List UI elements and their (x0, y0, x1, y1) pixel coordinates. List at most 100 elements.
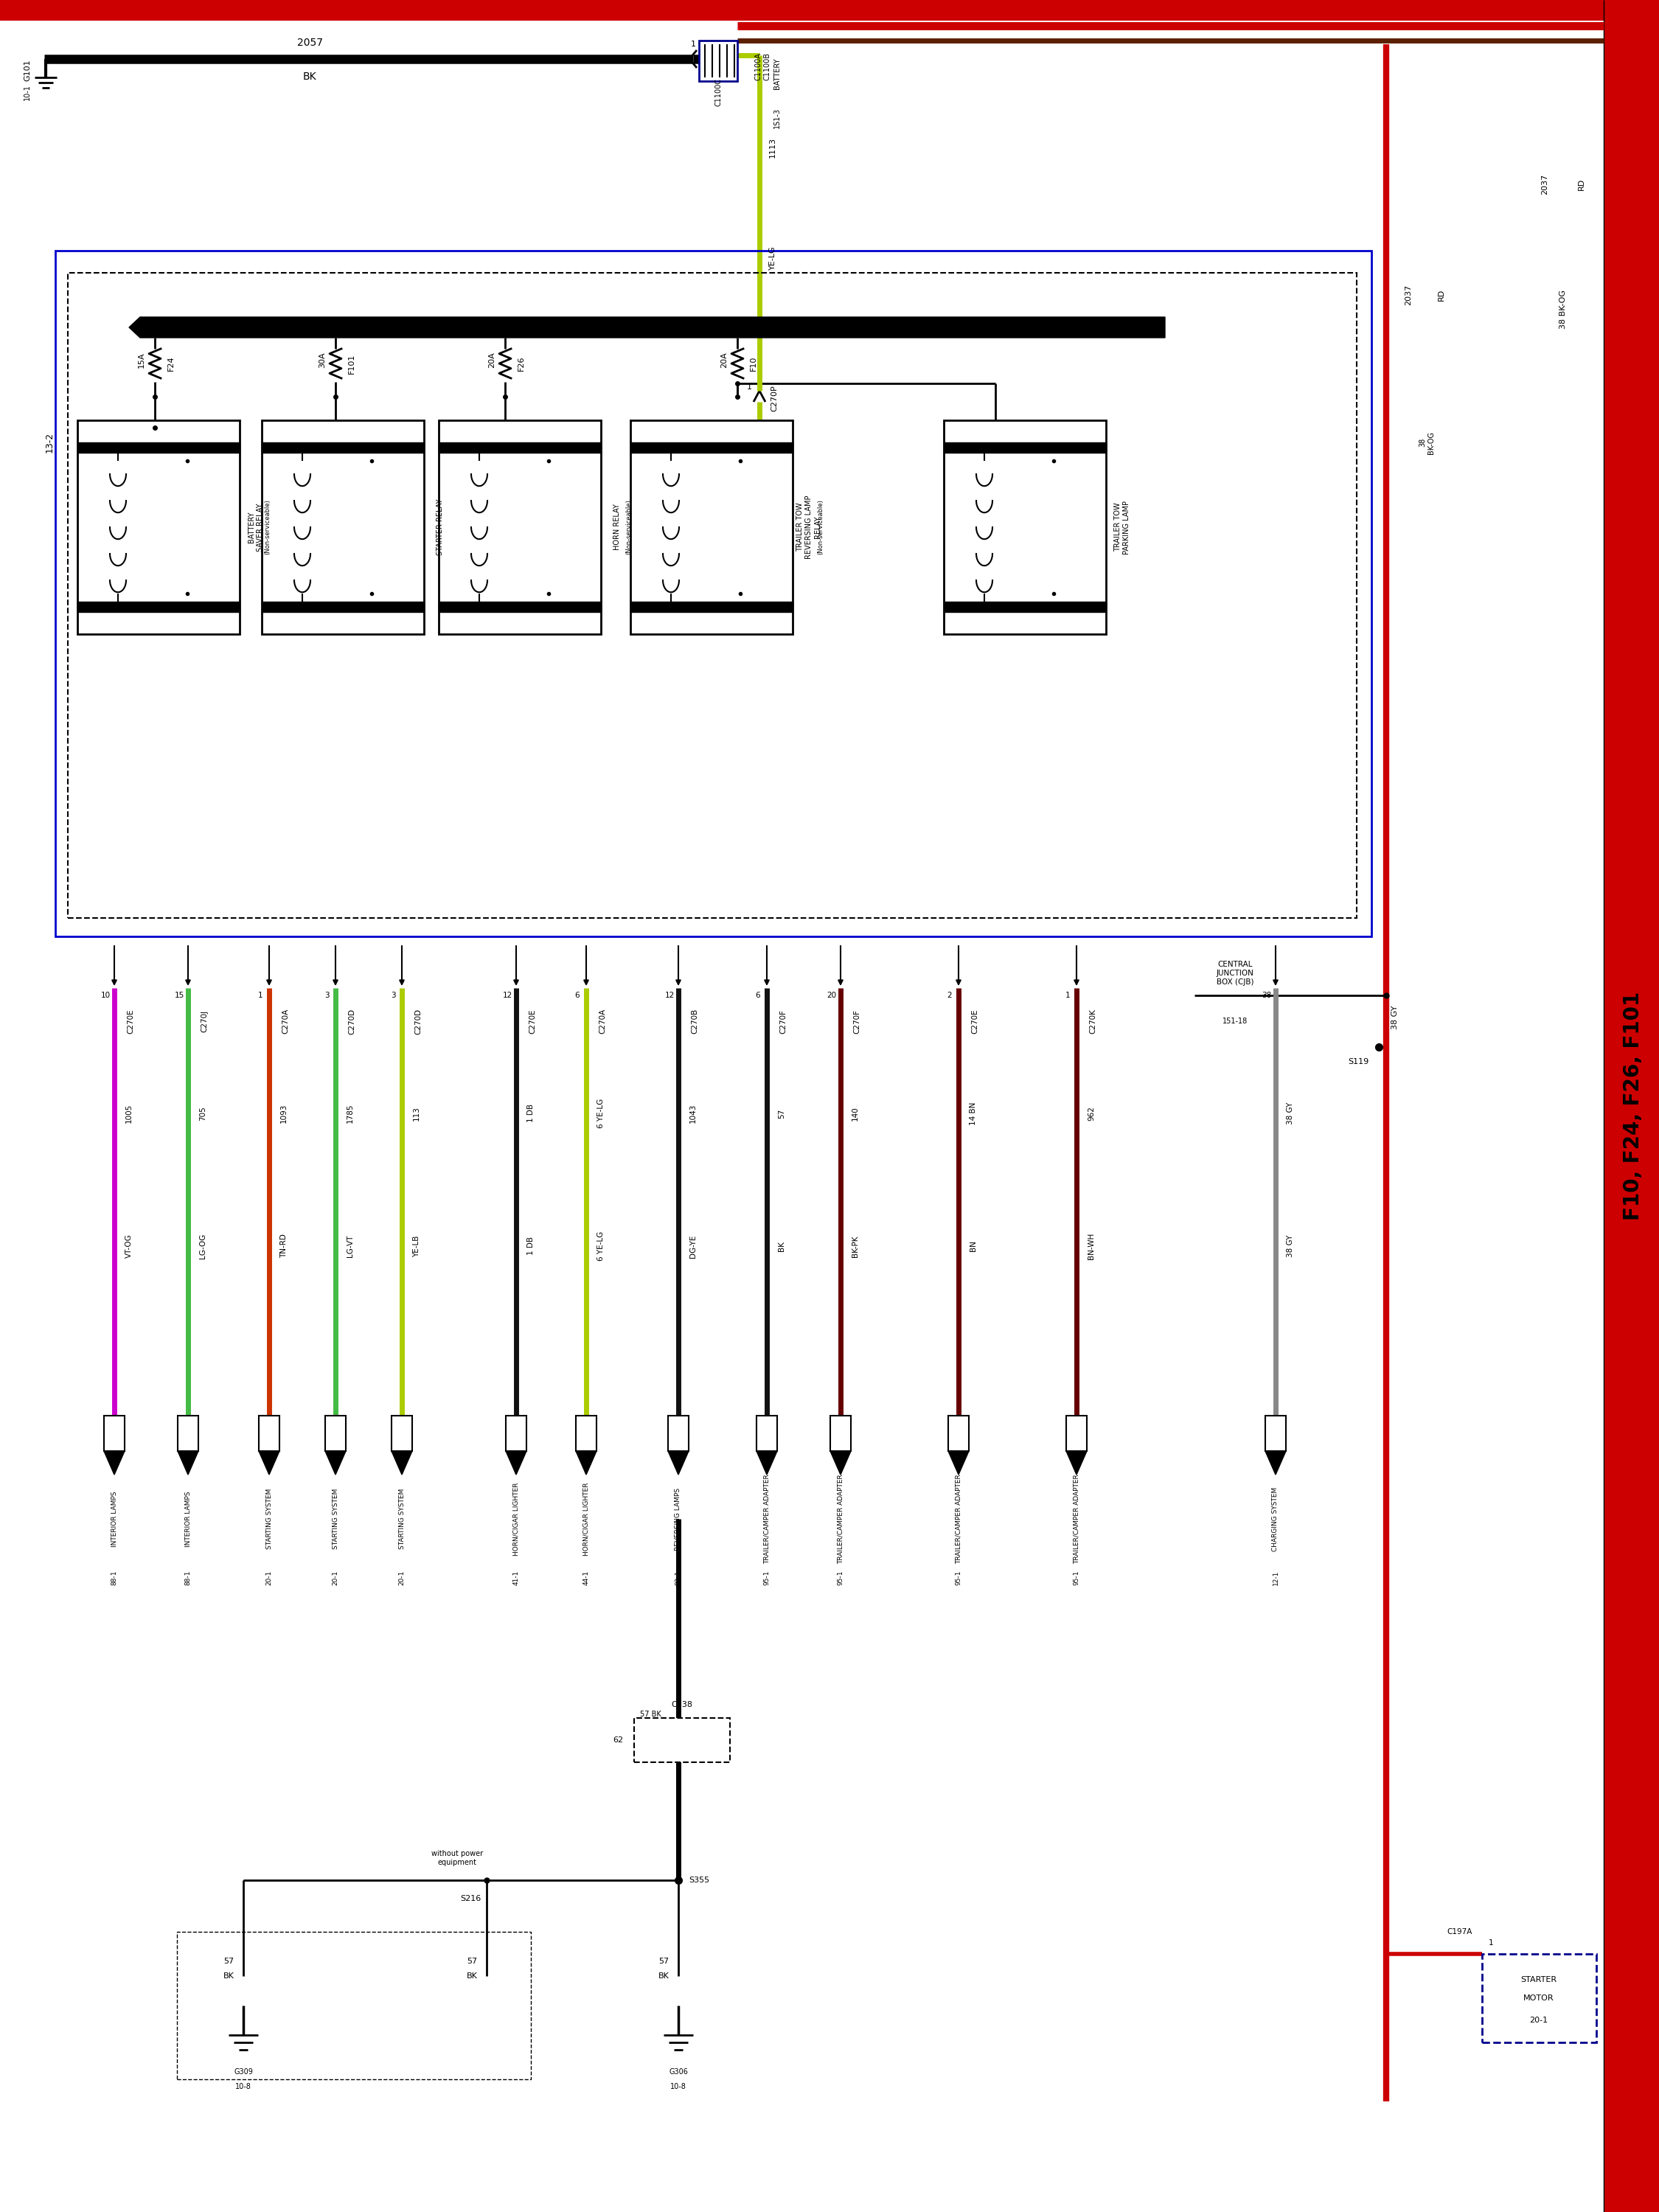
Text: 705: 705 (199, 1106, 206, 1121)
Bar (55, 250, 1372, 936)
Text: 1: 1 (690, 40, 695, 49)
Text: F10, F24, F26, F101: F10, F24, F26, F101 (1623, 991, 1644, 1221)
Polygon shape (630, 602, 793, 613)
Text: 20-1: 20-1 (332, 1571, 338, 1586)
Text: 20: 20 (826, 991, 836, 1000)
Polygon shape (830, 1451, 851, 1475)
Text: MOTOR: MOTOR (1523, 1995, 1554, 2002)
Text: C270D: C270D (348, 1009, 355, 1035)
Text: STARTER: STARTER (1521, 1975, 1556, 1984)
Text: 1785: 1785 (347, 1104, 353, 1124)
Text: C270J: C270J (201, 1011, 207, 1033)
Bar (1067, 1416, 1087, 1451)
Text: 1 DB: 1 DB (528, 1104, 534, 1124)
Text: 2: 2 (947, 991, 952, 1000)
Text: HORN RELAY: HORN RELAY (614, 504, 620, 551)
Text: 57: 57 (466, 1958, 478, 1964)
Text: INTERIOR LAMPS: INTERIOR LAMPS (111, 1491, 118, 1546)
Text: TRAILER TOW
PARKING LAMP: TRAILER TOW PARKING LAMP (1115, 500, 1130, 555)
Text: 3: 3 (324, 991, 328, 1000)
Text: 95-1: 95-1 (763, 1571, 770, 1586)
Text: TRAILER/CAMPER ADAPTER: TRAILER/CAMPER ADAPTER (763, 1473, 770, 1564)
Text: C1100C: C1100C (715, 77, 722, 106)
Text: 1005: 1005 (126, 1104, 133, 1124)
Bar (68, 272, 1357, 918)
Text: VT-OG: VT-OG (126, 1234, 133, 1259)
Text: STARTER RELAY: STARTER RELAY (436, 500, 445, 555)
Text: 2: 2 (982, 442, 987, 449)
Text: 30A: 30A (319, 352, 325, 367)
Text: 6 YE-LG: 6 YE-LG (597, 1232, 604, 1261)
Polygon shape (178, 1451, 199, 1475)
Polygon shape (129, 316, 1165, 338)
Text: 95-1: 95-1 (1073, 1571, 1080, 1586)
Text: TRAILER/CAMPER ADAPTER: TRAILER/CAMPER ADAPTER (956, 1473, 962, 1564)
Text: 2057: 2057 (297, 38, 322, 49)
Bar (506, 1416, 526, 1451)
Text: C270F: C270F (780, 1009, 786, 1033)
Text: 2: 2 (669, 442, 674, 449)
Text: 88-1: 88-1 (111, 1571, 118, 1586)
Text: C270F: C270F (853, 1009, 861, 1033)
Polygon shape (105, 1451, 124, 1475)
Text: 1: 1 (747, 383, 752, 392)
Text: 6: 6 (755, 991, 760, 1000)
Text: 10: 10 (101, 991, 109, 1000)
Text: 5: 5 (1052, 604, 1057, 613)
Text: S355: S355 (688, 1876, 710, 1885)
Text: TN-RD: TN-RD (280, 1234, 287, 1259)
Text: BK: BK (304, 71, 317, 82)
Text: C1100A: C1100A (755, 53, 761, 80)
Text: 1 DB: 1 DB (528, 1237, 534, 1256)
Polygon shape (506, 1451, 526, 1475)
Text: 85: 85 (113, 604, 123, 613)
Text: 85: 85 (474, 604, 484, 613)
Text: 3: 3 (1052, 442, 1055, 449)
Text: REVERSING LAMPS: REVERSING LAMPS (675, 1486, 682, 1551)
Text: 15: 15 (174, 991, 184, 1000)
Text: G309: G309 (234, 2068, 252, 2075)
Text: STARTING SYSTEM: STARTING SYSTEM (332, 1489, 338, 1548)
Text: C270E: C270E (971, 1009, 979, 1033)
Text: (Non-serviceable): (Non-serviceable) (818, 500, 825, 555)
Polygon shape (78, 602, 239, 613)
Polygon shape (325, 1451, 345, 1475)
Text: S216: S216 (460, 1896, 481, 1902)
Text: C270B: C270B (690, 1009, 698, 1033)
Bar (392, 1416, 411, 1451)
Text: G306: G306 (669, 2068, 688, 2075)
Text: 3: 3 (390, 991, 395, 1000)
Text: HORN/CIGAR LIGHTER: HORN/CIGAR LIGHTER (513, 1482, 519, 1555)
Text: C1100B: C1100B (763, 53, 771, 80)
Text: 57: 57 (659, 1958, 669, 1964)
Text: TRAILER/CAMPER ADAPTER: TRAILER/CAMPER ADAPTER (838, 1473, 844, 1564)
Text: 57 BK: 57 BK (640, 1710, 660, 1719)
Text: 20A: 20A (720, 352, 728, 367)
Bar (178, 1416, 199, 1451)
Text: TRAILER TOW
REVERSING LAMP
RELAY: TRAILER TOW REVERSING LAMP RELAY (796, 495, 821, 560)
Bar (105, 1416, 124, 1451)
Text: 57: 57 (778, 1108, 785, 1119)
Text: 41-1: 41-1 (513, 1571, 519, 1586)
Text: 87: 87 (544, 604, 552, 613)
Text: 10-8: 10-8 (670, 2084, 687, 2090)
Bar (669, 1416, 688, 1451)
Text: 140: 140 (851, 1106, 859, 1121)
Text: 44-1: 44-1 (582, 1571, 589, 1586)
Text: 38 GY: 38 GY (1287, 1102, 1294, 1124)
Text: 1: 1 (257, 991, 262, 1000)
Text: 20-1: 20-1 (1530, 2017, 1548, 2024)
Text: 95-1: 95-1 (838, 1571, 844, 1586)
Text: 2037: 2037 (1405, 285, 1412, 305)
Text: 20A: 20A (488, 352, 496, 367)
Text: 38: 38 (1262, 991, 1272, 1000)
Text: 86: 86 (113, 442, 123, 449)
Text: 57: 57 (224, 1958, 234, 1964)
Text: 1043: 1043 (690, 1104, 697, 1124)
Text: 38
BK-OG: 38 BK-OG (1418, 431, 1435, 453)
Text: CENTRAL
JUNCTION
BOX (CJB): CENTRAL JUNCTION BOX (CJB) (1216, 960, 1254, 987)
Text: without power
equipment: without power equipment (431, 1849, 483, 1867)
Polygon shape (78, 442, 239, 453)
Polygon shape (669, 1451, 688, 1475)
Bar (438, 420, 601, 635)
